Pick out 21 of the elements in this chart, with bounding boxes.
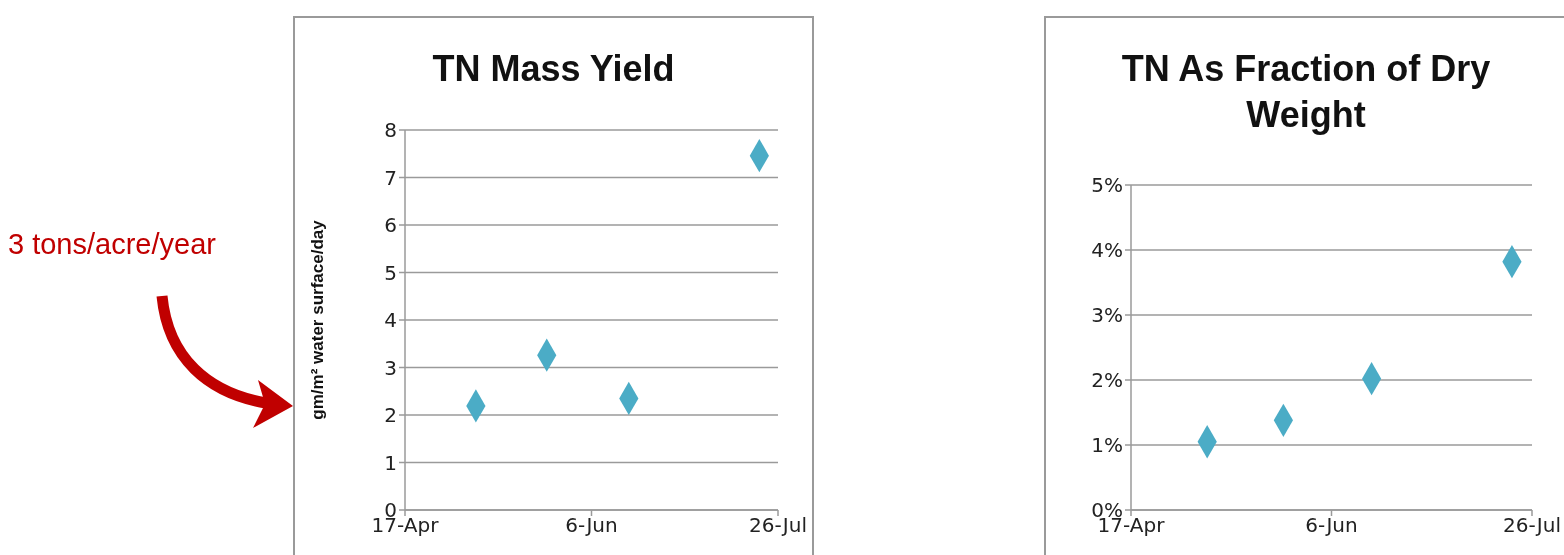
y-tick-label: 4 bbox=[384, 308, 397, 333]
y-tick-label: 3 bbox=[384, 355, 397, 380]
x-tick-label: 26-Jul bbox=[749, 513, 807, 538]
chart-title: TN Mass Yield bbox=[431, 47, 676, 91]
y-tick-label: 3% bbox=[1091, 303, 1123, 328]
text: 3 tons/acre/year bbox=[8, 228, 217, 261]
y-tick-label: 6 bbox=[384, 213, 397, 238]
y-tick-label: 8 bbox=[384, 118, 397, 143]
x-tick-label: 6-Jun bbox=[1305, 513, 1358, 538]
y-tick-label: 4% bbox=[1091, 238, 1123, 263]
y-tick-label: 1 bbox=[384, 450, 397, 475]
chart-title: TN As Fraction of Dry Weight bbox=[1120, 47, 1492, 137]
y-tick-label: 5 bbox=[384, 260, 397, 285]
x-tick-label: 6-Jun bbox=[565, 513, 618, 538]
y-tick-label: 5% bbox=[1091, 173, 1123, 198]
y-tick-label: 2% bbox=[1091, 368, 1123, 393]
x-tick-label: 26-Jul bbox=[1503, 513, 1561, 538]
y-tick-label: 1% bbox=[1091, 433, 1123, 458]
y-axis-title: gm/m² water surface/day bbox=[308, 219, 328, 420]
y-tick-label: 7 bbox=[384, 165, 397, 190]
y-tick-label: 2 bbox=[384, 403, 397, 428]
